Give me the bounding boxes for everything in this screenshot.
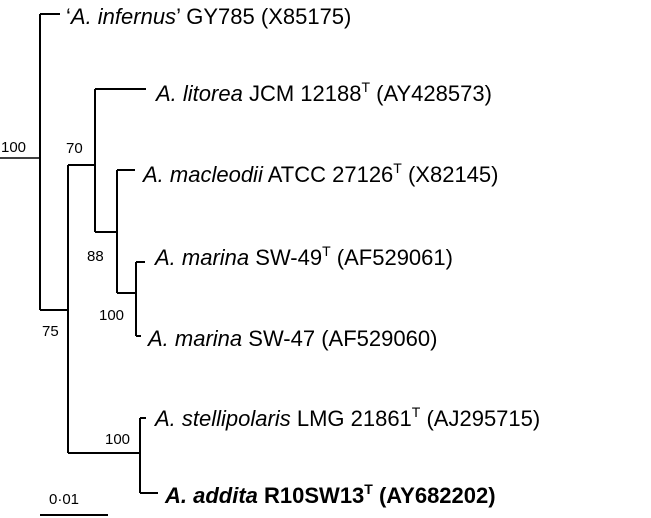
taxon-label-infernus: ‘A. infernus’ GY785 (X85175) [66, 4, 351, 29]
bootstrap-stellipolaris-clade: 100 [105, 431, 130, 448]
bootstrap-macleodii-clade: 88 [87, 248, 104, 265]
taxon-label-addita: A. addita R10SW13T (AY682202) [164, 481, 496, 508]
tree-branches [39, 13, 158, 494]
taxon-label-litorea: A. litorea JCM 12188T (AY428573) [154, 79, 492, 106]
bootstrap-litorea-clade: 70 [66, 140, 83, 157]
taxon-label-stellipolaris: A. stellipolaris LMG 21861T (AJ295715) [153, 404, 540, 431]
scale-bar-label: 0·01 [49, 491, 79, 508]
taxon-label-macleodii: A. macleodii ATCC 27126T (X82145) [141, 160, 498, 187]
taxon-label-marina49: A. marina SW-49T (AF529061) [153, 243, 453, 270]
bootstrap-marina-clade: 100 [99, 307, 124, 324]
bootstrap-root: 100 [1, 139, 26, 156]
bootstrap-lower-clade: 75 [42, 323, 59, 340]
taxon-label-marina47: A. marina SW-47 (AF529060) [146, 326, 437, 351]
